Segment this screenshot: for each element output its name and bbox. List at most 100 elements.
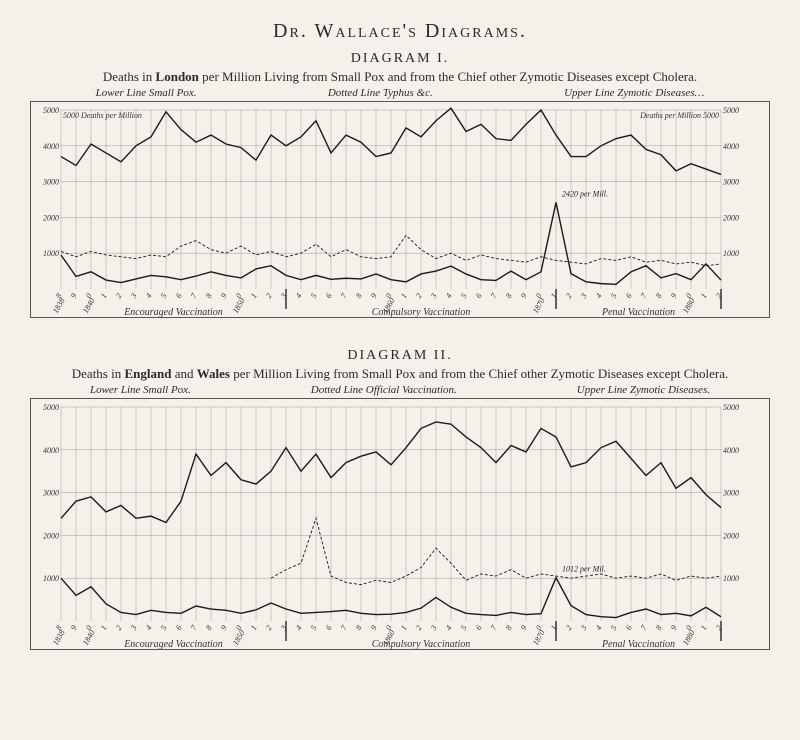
- svg-text:7: 7: [339, 291, 349, 300]
- svg-text:Penal Vaccination: Penal Vaccination: [601, 307, 675, 317]
- svg-text:6: 6: [324, 292, 334, 300]
- svg-text:1: 1: [549, 292, 559, 300]
- svg-text:1000: 1000: [43, 574, 59, 583]
- svg-text:8: 8: [654, 292, 664, 300]
- svg-text:1: 1: [249, 292, 259, 300]
- svg-text:Penal Vaccination: Penal Vaccination: [601, 639, 675, 649]
- svg-text:7: 7: [189, 623, 199, 632]
- svg-text:3: 3: [578, 292, 588, 301]
- svg-text:6: 6: [174, 624, 184, 632]
- svg-text:5: 5: [459, 624, 469, 632]
- svg-text:1: 1: [699, 624, 709, 632]
- svg-text:5000: 5000: [723, 403, 739, 412]
- svg-text:1880: 1880: [681, 629, 697, 647]
- svg-text:9: 9: [669, 624, 679, 632]
- svg-text:3: 3: [128, 624, 138, 633]
- svg-text:2: 2: [114, 624, 124, 632]
- svg-text:3000: 3000: [42, 489, 59, 498]
- svg-text:1: 1: [99, 292, 109, 300]
- svg-text:Encouraged Vaccination: Encouraged Vaccination: [123, 639, 223, 649]
- svg-text:8: 8: [504, 624, 514, 632]
- svg-text:2: 2: [264, 624, 274, 632]
- svg-text:3: 3: [428, 292, 438, 301]
- svg-text:4: 4: [594, 624, 604, 632]
- diagram-1: DIAGRAM I. Deaths in London per Million …: [30, 51, 770, 318]
- svg-text:1: 1: [399, 624, 409, 632]
- svg-text:1840: 1840: [81, 297, 97, 315]
- svg-text:5: 5: [159, 624, 169, 632]
- svg-text:4: 4: [444, 292, 454, 300]
- svg-text:3: 3: [428, 624, 438, 633]
- svg-text:6: 6: [624, 292, 634, 300]
- svg-text:1880: 1880: [681, 297, 697, 315]
- svg-text:1: 1: [99, 624, 109, 632]
- legend-upper: Upper Line Zymotic Diseases…: [564, 87, 704, 99]
- svg-text:9: 9: [369, 292, 379, 300]
- svg-text:5000 Deaths per Million: 5000 Deaths per Million: [63, 111, 142, 120]
- svg-text:6: 6: [474, 624, 484, 632]
- svg-text:1850: 1850: [231, 297, 247, 315]
- svg-text:5: 5: [309, 624, 319, 632]
- svg-text:2000: 2000: [723, 213, 739, 222]
- svg-text:2420 per Mill.: 2420 per Mill.: [562, 189, 608, 198]
- svg-text:1000: 1000: [43, 249, 59, 258]
- legend-dotted: Dotted Line Typhus &c.: [328, 87, 433, 99]
- svg-text:6: 6: [624, 624, 634, 632]
- diagram-1-title: Deaths in London per Million Living from…: [30, 69, 770, 85]
- svg-text:4000: 4000: [723, 142, 739, 151]
- svg-text:1000: 1000: [723, 249, 739, 258]
- legend-lower: Lower Line Small Pox.: [90, 384, 191, 396]
- diagram-2: DIAGRAM II. Deaths in England and Wales …: [30, 348, 770, 650]
- svg-text:2: 2: [714, 292, 724, 300]
- svg-text:1000: 1000: [723, 574, 739, 583]
- svg-text:2000: 2000: [43, 531, 59, 540]
- svg-text:3: 3: [578, 624, 588, 633]
- svg-text:9: 9: [219, 292, 229, 300]
- svg-text:6: 6: [174, 292, 184, 300]
- svg-text:7: 7: [189, 291, 199, 300]
- legend-dotted: Dotted Line Official Vaccination.: [311, 384, 457, 396]
- svg-text:5: 5: [609, 292, 619, 300]
- svg-text:2: 2: [264, 292, 274, 300]
- svg-text:1838: 1838: [51, 629, 67, 647]
- svg-text:Compulsory Vaccination: Compulsory Vaccination: [372, 639, 471, 649]
- svg-text:7: 7: [639, 623, 649, 632]
- svg-text:5: 5: [609, 624, 619, 632]
- svg-text:3000: 3000: [722, 178, 739, 187]
- diagram-1-legend: Lower Line Small Pox. Dotted Line Typhus…: [30, 87, 770, 99]
- diagram-2-legend: Lower Line Small Pox. Dotted Line Offici…: [30, 384, 770, 396]
- svg-text:9: 9: [669, 292, 679, 300]
- svg-text:3: 3: [128, 292, 138, 301]
- svg-text:1870: 1870: [531, 297, 547, 315]
- svg-text:3000: 3000: [722, 489, 739, 498]
- svg-text:4: 4: [144, 292, 154, 300]
- svg-text:5000: 5000: [43, 403, 59, 412]
- diagram-1-label: DIAGRAM I.: [30, 51, 770, 67]
- svg-text:7: 7: [489, 291, 499, 300]
- svg-text:2: 2: [564, 624, 574, 632]
- svg-text:1: 1: [699, 292, 709, 300]
- svg-text:1840: 1840: [81, 629, 97, 647]
- svg-text:5000: 5000: [43, 106, 59, 115]
- svg-text:7: 7: [489, 623, 499, 632]
- diagram-2-title: Deaths in England and Wales per Million …: [30, 366, 770, 382]
- svg-text:8: 8: [354, 624, 364, 632]
- svg-text:6: 6: [474, 292, 484, 300]
- svg-text:9: 9: [519, 292, 529, 300]
- svg-text:5: 5: [459, 292, 469, 300]
- svg-text:Compulsory Vaccination: Compulsory Vaccination: [372, 307, 471, 317]
- svg-text:4000: 4000: [723, 446, 739, 455]
- svg-text:1850: 1850: [231, 629, 247, 647]
- svg-text:2: 2: [414, 624, 424, 632]
- svg-text:2000: 2000: [43, 213, 59, 222]
- svg-text:9: 9: [519, 624, 529, 632]
- svg-text:9: 9: [219, 624, 229, 632]
- legend-lower: Lower Line Small Pox.: [96, 87, 197, 99]
- svg-text:1012 per Mil.: 1012 per Mil.: [562, 565, 606, 574]
- svg-text:9: 9: [369, 624, 379, 632]
- svg-text:4000: 4000: [43, 446, 59, 455]
- diagram-2-chart: 1000100020002000300030004000400050005000…: [30, 398, 770, 650]
- diagram-2-label: DIAGRAM II.: [30, 348, 770, 364]
- svg-text:8: 8: [654, 624, 664, 632]
- svg-text:2: 2: [414, 292, 424, 300]
